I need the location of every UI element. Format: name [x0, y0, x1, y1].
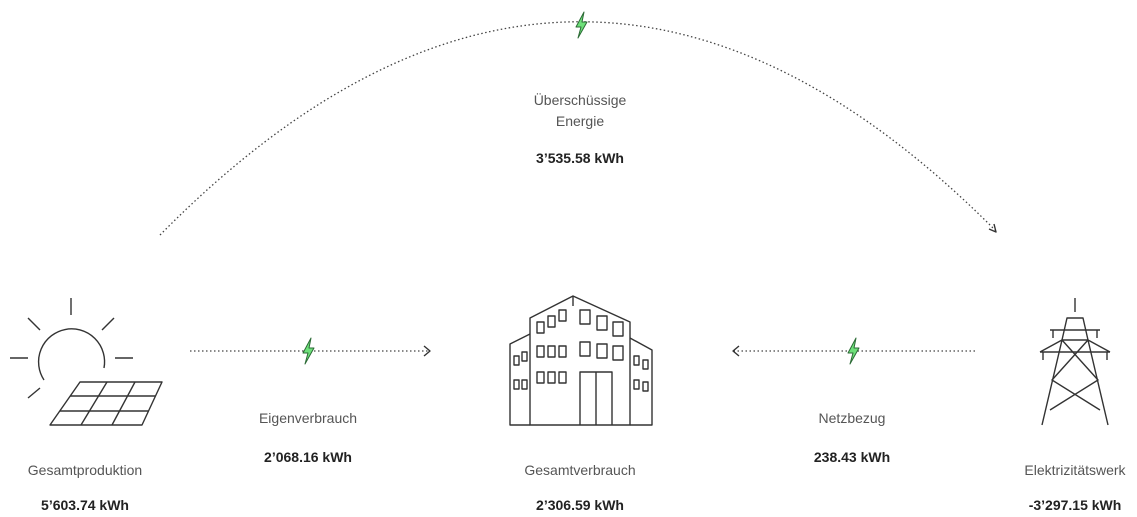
arrowhead — [732, 345, 740, 357]
pylon-icon — [1039, 298, 1111, 426]
building-icon — [509, 295, 653, 426]
node-value: 2’306.59 kWh — [536, 497, 624, 513]
flow-label: Eigenverbrauch — [258, 410, 358, 426]
bolt — [575, 11, 588, 39]
bolt — [302, 337, 315, 365]
flow-label: Überschüssige Energie — [533, 92, 627, 129]
flow-label: Netzbezug — [818, 410, 886, 426]
node-value: 5’603.74 kWh — [41, 497, 129, 513]
node-value: -3’297.15 kWh — [1028, 497, 1122, 513]
flow-value: 2’068.16 kWh — [264, 449, 352, 465]
arrowhead — [988, 223, 997, 233]
node-label: Elektrizitätswerk — [1024, 462, 1126, 478]
arrowhead — [423, 345, 431, 357]
surplus-arc — [159, 21, 996, 236]
bolt — [847, 337, 860, 365]
flow-value: 238.43 kWh — [813, 449, 891, 465]
node-label: Gesamtproduktion — [27, 462, 143, 478]
flow-value: 3’535.58 kWh — [536, 150, 624, 166]
node-label: Gesamtverbrauch — [524, 462, 636, 478]
solar-icon — [10, 298, 163, 426]
